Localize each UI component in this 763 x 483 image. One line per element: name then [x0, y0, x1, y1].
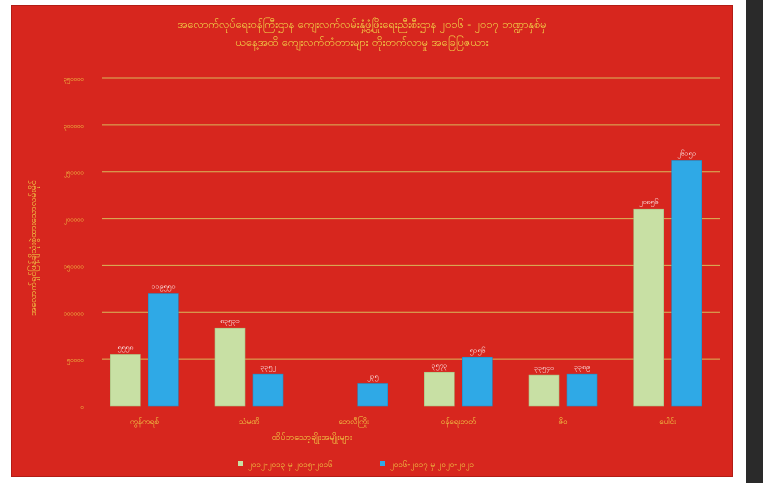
y-axis-title: အလောက်ရှင်ဖြန့်ချိသုံးစွဲထားသောလမ်းမိုင် — [27, 180, 40, 316]
window-edge-strip — [746, 0, 763, 483]
data-label: ၁၁၉၅၅၀ — [152, 283, 176, 292]
x-tick-label: သံမဏိ — [239, 416, 259, 426]
legend: ၂၀၁၂-၂၀၁၃ မှ ၂၀၁၅-၂၀၁၆ ၂၀၁၆-၂၀၁၇ မှ ၂၀၂၀… — [238, 459, 474, 471]
legend-label-series-2: ၂၀၁၆-၂၀၁၇ မှ ၂၀၂၀-၂၀၂၁ — [390, 459, 474, 471]
legend-label-series-1: ၂၀၁၂-၂၀၁၃ မှ ၂၀၁၅-၂၀၁၆ — [248, 459, 333, 471]
data-label: ၃၃၈၉ — [574, 363, 590, 372]
bar-1-4 — [528, 374, 560, 407]
x-tick-label: ဘေလီကြိုး — [338, 416, 369, 428]
y-tick-label: ၂၀၀၀၀၀ — [64, 217, 84, 225]
y-tick-label: ၅၀၀၀၀ — [66, 357, 84, 365]
y-tick-label: ၃၅၀၀၀၀ — [63, 76, 84, 84]
chart-area: အလောက်လုပ်ရေးဝန်ကြီးဌာန ကျေးလက်လမ်းနှံ့ဖ… — [12, 6, 732, 476]
data-label: ၂၃၅ — [366, 373, 378, 382]
data-label: ၈၃၅၃၁ — [220, 317, 240, 326]
x-axis-ticks: ကွန်ကရစ် သံမဏိ ဘေလီကြိုး ဝန်ရေးဘတ် ဇိ၀ ပေါင်း — [130, 416, 677, 428]
data-label: ၂၀၈၅၆ — [638, 198, 658, 207]
data-label: ၅၅၅၈ — [117, 343, 133, 352]
bars — [110, 160, 702, 407]
bar-2-3 — [462, 356, 493, 407]
bar-2-0 — [148, 293, 179, 407]
y-tick-label: ၂၅၀၀၀၀ — [64, 170, 84, 178]
y-tick-label: ၀ — [81, 404, 84, 411]
bar-1-1 — [214, 327, 246, 407]
data-label: ၅၁၅၆ — [469, 346, 485, 355]
y-tick-label: ၁၀၀၀၀၀ — [63, 310, 84, 317]
x-tick-label: ပေါင်း — [659, 416, 677, 426]
bar-chart: အလောက်လုပ်ရေးဝန်ကြီးဌာန ကျေးလက်လမ်းနှံ့ဖ… — [27, 17, 720, 471]
x-tick-label: ဝန်ရေးဘတ် — [441, 416, 476, 428]
data-label: ၃၅၇၃ — [431, 361, 447, 370]
gridlines — [102, 77, 720, 360]
bar-2-5 — [671, 160, 702, 407]
legend-swatch-series-2 — [380, 461, 385, 466]
y-axis-ticks: ၀ ၅၀၀၀၀ ၁၀၀၀၀၀ ၁၅၀၀၀၀ ၂၀၀၀၀၀ ၂၅၀၀၀၀ ၃၀၀၀၀၀ ၃၅၀၀… — [63, 76, 84, 411]
data-label: ၂၆၁၅၁ — [676, 149, 696, 158]
legend-swatch-series-1 — [238, 461, 243, 466]
bar-2-2 — [357, 383, 388, 407]
bar-2-4 — [566, 373, 598, 407]
chart-title-line-1: အလောက်လုပ်ရေးဝန်ကြီးဌာန ကျေးလက်လမ်းနှံ့ဖ… — [177, 17, 546, 33]
data-label: ၃၃၅၄၀ — [534, 364, 554, 373]
x-axis-title: ထိပ်ဘသော့ချိုးအမျိုးများ — [272, 432, 353, 444]
data-label: ၃၃၅၂ — [260, 363, 275, 372]
y-tick-label: ၁၅၀၀၀၀ — [63, 263, 84, 271]
x-tick-label: ဇိ၀ — [558, 416, 567, 426]
bar-1-5 — [633, 208, 664, 407]
bar-2-1 — [252, 373, 284, 407]
x-tick-label: ကွန်ကရစ် — [130, 416, 159, 428]
y-tick-label: ၃၀၀၀၀၀ — [63, 123, 84, 131]
chart-title-line-2: ယနေ့အထိ ကျေးလက်တံတားများ တိုးတက်လာမှု အခ… — [235, 35, 488, 51]
bar-1-0 — [110, 354, 141, 407]
bar-1-3 — [424, 371, 455, 407]
